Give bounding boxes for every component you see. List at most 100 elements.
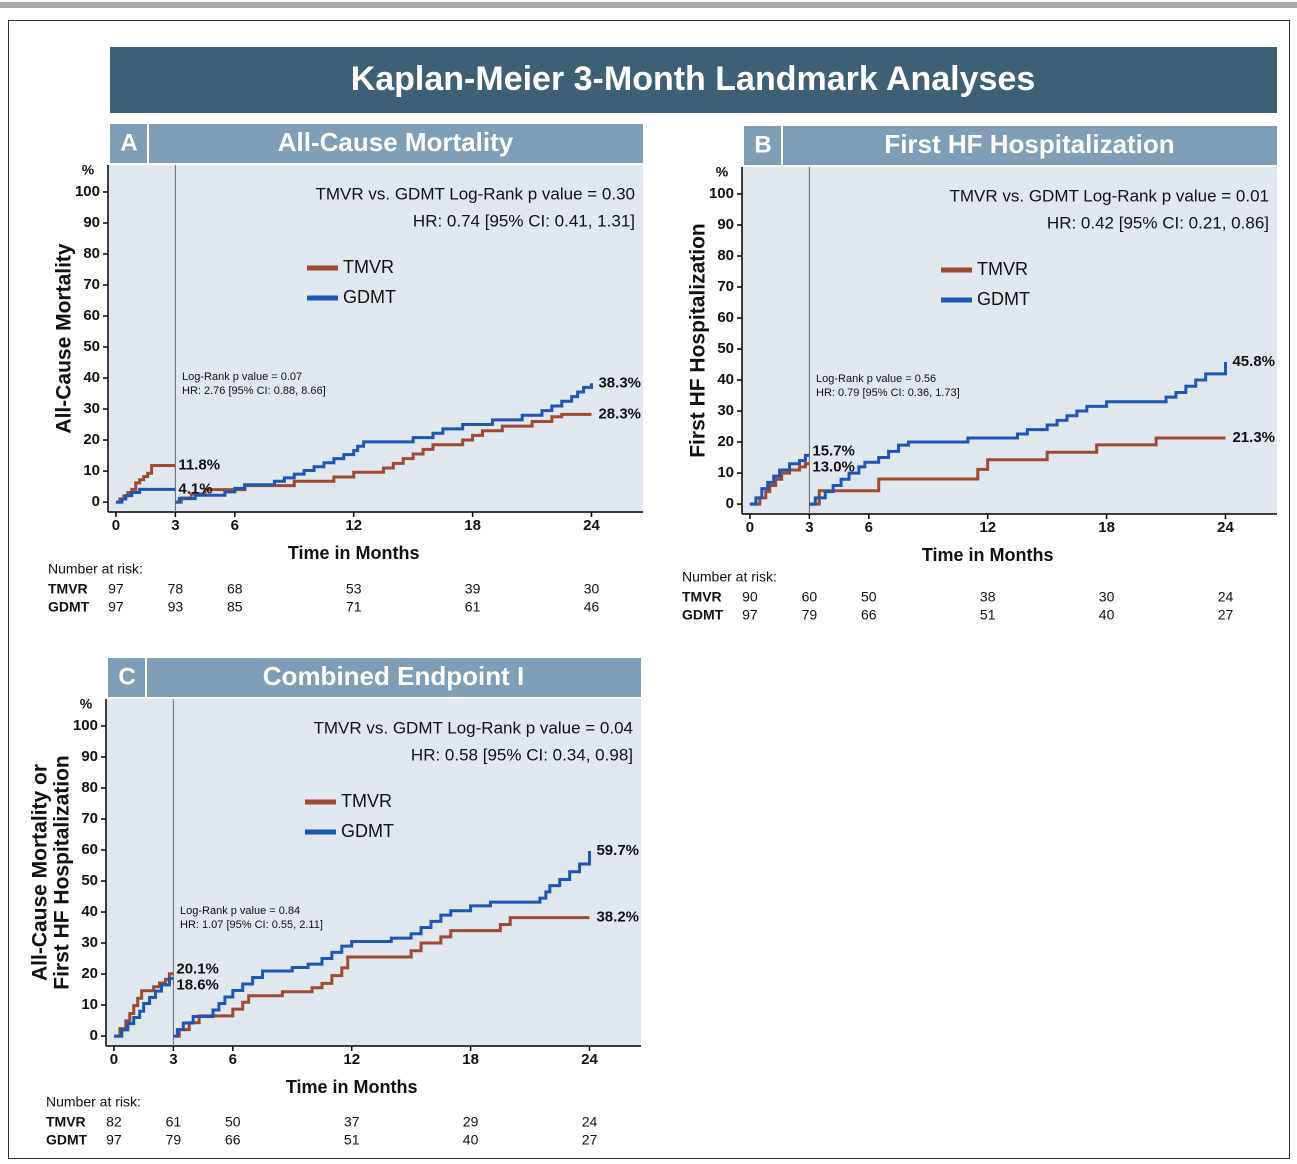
y-tick-label: 40 <box>81 903 98 920</box>
y-tick-label: 20 <box>717 433 734 450</box>
data-label: 4.1% <box>178 480 212 497</box>
y-tick-label: 80 <box>81 779 98 796</box>
x-tick-label: 12 <box>979 519 996 536</box>
y-axis-label: All-Cause Mortality or <box>29 764 52 981</box>
risk-count: 39 <box>465 581 481 597</box>
risk-count: 37 <box>344 1114 360 1130</box>
annotation: TMVR vs. GDMT Log-Rank p value = 0.01 <box>949 186 1269 205</box>
plot-area <box>742 167 1277 514</box>
x-tick-label: 24 <box>581 1051 598 1068</box>
y-tick-label: 60 <box>717 309 734 326</box>
plot-area <box>108 165 643 512</box>
risk-row-name: TMVR <box>48 581 88 597</box>
data-label: 45.8% <box>1232 353 1275 370</box>
panel-title: All-Cause Mortality <box>278 127 514 157</box>
y-axis-label: First HF Hospitalization <box>687 223 710 458</box>
survival-curve <box>749 436 1226 506</box>
panel-title-bar <box>110 124 643 163</box>
y-tick-label: 10 <box>83 462 100 479</box>
risk-count: 79 <box>166 1132 182 1148</box>
x-tick-label: 18 <box>1098 519 1115 536</box>
y-tick-label: 40 <box>83 369 100 386</box>
risk-count: 82 <box>106 1114 122 1130</box>
y-tick-label: 40 <box>717 371 734 388</box>
x-tick-label: 0 <box>112 517 120 534</box>
y-tick-label: 50 <box>81 872 98 889</box>
risk-count: 79 <box>802 607 818 623</box>
legend-label: TMVR <box>977 259 1028 279</box>
survival-curve <box>115 383 593 504</box>
y-tick-label: 100 <box>709 185 734 202</box>
risk-count: 30 <box>584 581 600 597</box>
y-tick-label: 0 <box>90 1027 98 1044</box>
y-tick-label: 70 <box>717 278 734 295</box>
y-tick-label: 100 <box>73 717 98 734</box>
y-unit: % <box>82 162 95 178</box>
panel-title-bar <box>744 126 1277 165</box>
x-tick-label: 6 <box>865 519 873 536</box>
y-tick-label: 80 <box>717 247 734 264</box>
risk-count: 38 <box>980 589 996 605</box>
panel-letter: B <box>754 131 771 158</box>
legend-label: GDMT <box>977 289 1030 309</box>
x-axis-label: Time in Months <box>922 545 1054 565</box>
risk-count: 66 <box>861 607 877 623</box>
annotation: HR: 0.42 [95% CI: 0.21, 0.86] <box>1047 213 1269 232</box>
risk-count: 97 <box>108 599 124 615</box>
risk-count: 27 <box>582 1132 598 1148</box>
y-tick-label: 20 <box>83 431 100 448</box>
data-label: 18.6% <box>176 977 219 994</box>
figure-border <box>8 20 1290 1159</box>
data-label: 15.7% <box>812 442 855 459</box>
y-tick-label: 30 <box>717 402 734 419</box>
data-label: 38.2% <box>596 909 639 926</box>
risk-row-name: TMVR <box>682 589 722 605</box>
inset-annotation: Log-Rank p value = 0.84 <box>180 905 300 917</box>
risk-count: 46 <box>584 599 600 615</box>
risk-count: 90 <box>742 589 758 605</box>
panel-title-bar <box>108 658 641 697</box>
risk-count: 50 <box>225 1114 241 1130</box>
risk-row-name: GDMT <box>48 599 90 615</box>
risk-count: 97 <box>742 607 758 623</box>
risk-count: 85 <box>227 599 243 615</box>
x-tick-label: 3 <box>805 519 813 536</box>
x-tick-label: 12 <box>343 1051 360 1068</box>
y-tick-label: 30 <box>81 934 98 951</box>
inset-annotation: Log-Rank p value = 0.07 <box>182 371 302 383</box>
risk-table-title: Number at risk: <box>48 561 143 577</box>
header-banner <box>110 47 1277 113</box>
y-axis-label: All-Cause Mortality <box>53 243 76 434</box>
y-tick-label: 30 <box>83 400 100 417</box>
y-unit: % <box>80 696 93 712</box>
x-tick-label: 18 <box>464 517 481 534</box>
risk-count: 27 <box>1218 607 1234 623</box>
y-tick-label: 0 <box>726 495 734 512</box>
risk-count: 40 <box>463 1132 479 1148</box>
risk-count: 30 <box>1099 589 1115 605</box>
x-tick-label: 3 <box>171 517 179 534</box>
y-tick-label: 60 <box>81 841 98 858</box>
y-tick-label: 10 <box>717 464 734 481</box>
risk-count: 97 <box>108 581 124 597</box>
top-rule <box>0 2 1297 8</box>
y-tick-label: 90 <box>83 214 100 231</box>
risk-count: 40 <box>1099 607 1115 623</box>
survival-curve <box>113 850 591 1038</box>
risk-count: 53 <box>346 581 362 597</box>
risk-count: 68 <box>227 581 243 597</box>
risk-count: 61 <box>465 599 481 615</box>
risk-count: 51 <box>980 607 996 623</box>
risk-row-name: TMVR <box>46 1114 86 1130</box>
risk-count: 61 <box>166 1114 182 1130</box>
panel-letter: A <box>120 129 137 156</box>
panel-title: Combined Endpoint I <box>263 661 524 691</box>
risk-count: 29 <box>463 1114 479 1130</box>
risk-count: 97 <box>106 1132 122 1148</box>
legend-label: TMVR <box>341 791 392 811</box>
y-tick-label: 70 <box>81 810 98 827</box>
annotation: HR: 0.74 [95% CI: 0.41, 1.31] <box>413 211 635 230</box>
risk-count: 71 <box>346 599 362 615</box>
x-axis-label: Time in Months <box>288 543 420 563</box>
x-tick-label: 0 <box>746 519 754 536</box>
